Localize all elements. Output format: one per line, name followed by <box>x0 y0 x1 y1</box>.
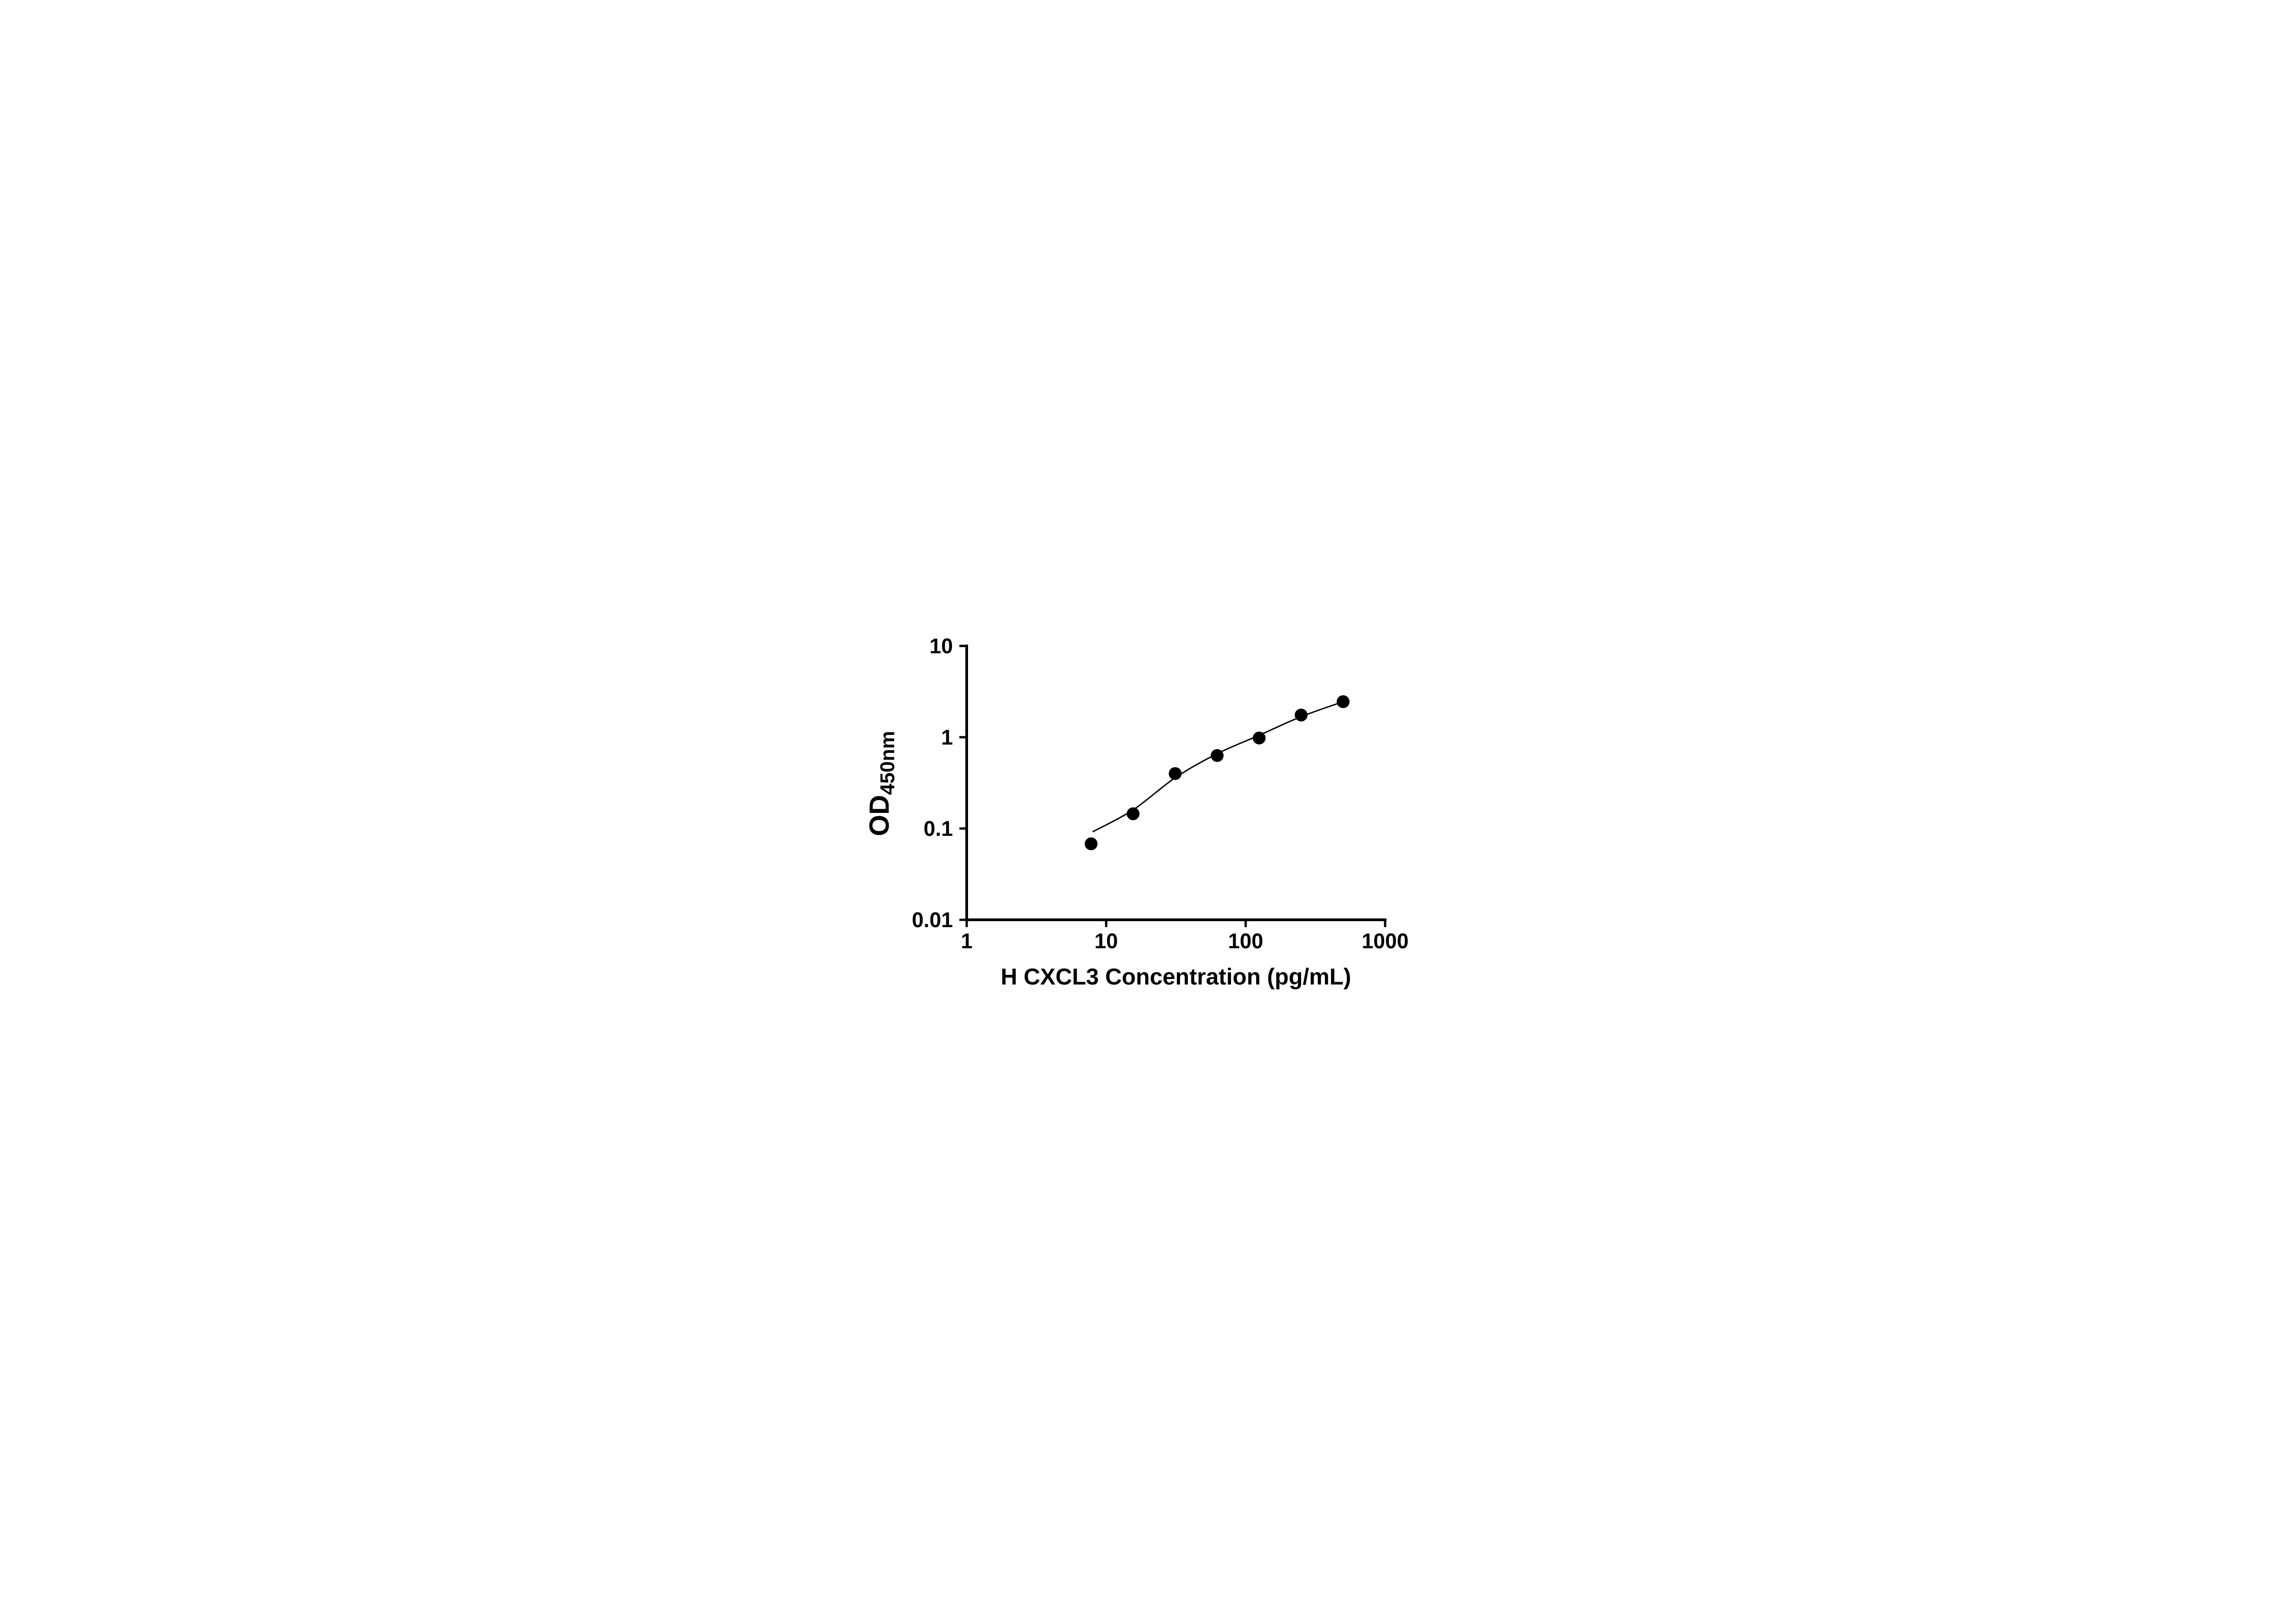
chart-canvas: 1 10 100 1000 0.01 0.1 1 10 H CXCL3 Concentrati… <box>857 609 1437 1015</box>
y-axis-title: OD450nm <box>864 731 899 836</box>
data-point-marker <box>1336 695 1350 708</box>
y-tick-label: 0.1 <box>924 817 953 840</box>
data-point-marker <box>1126 807 1140 820</box>
y-tick-label: 10 <box>930 634 953 658</box>
data-point-marker <box>1169 767 1182 780</box>
data-point-marker <box>1210 749 1224 762</box>
y-axis-title-main: OD <box>864 795 895 836</box>
x-axis-title: H CXCL3 Concentration (pg/mL) <box>1001 964 1351 990</box>
data-point-marker <box>1253 731 1266 745</box>
series-layer <box>1085 695 1350 850</box>
x-tick-label: 1 <box>961 929 973 953</box>
y-tick-label: 0.01 <box>912 908 953 932</box>
data-point-marker <box>1085 837 1098 850</box>
x-tick-label: 10 <box>1094 929 1118 953</box>
axes-layer: 1 10 100 1000 0.01 0.1 1 10 <box>912 634 1409 953</box>
x-tick-label: 100 <box>1228 929 1264 953</box>
y-axis-title-subscript: 450nm <box>876 731 899 795</box>
y-tick-label: 1 <box>941 725 953 749</box>
data-point-marker <box>1294 708 1308 722</box>
x-tick-label: 1000 <box>1362 929 1409 953</box>
elisa-standard-curve-figure: 1 10 100 1000 0.01 0.1 1 10 H CXCL3 Concentrati… <box>857 609 1437 1015</box>
